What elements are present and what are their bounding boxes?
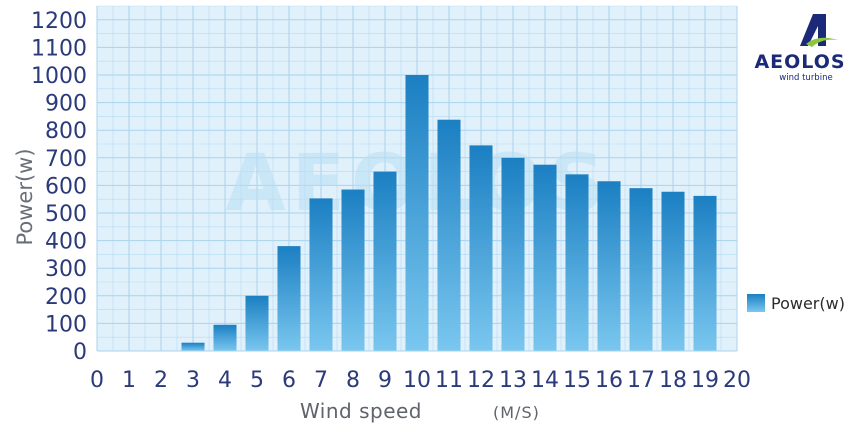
- x-tick-label: 20: [723, 368, 751, 393]
- bar-4: [213, 324, 237, 351]
- bar-19: [693, 195, 717, 351]
- bar-12: [469, 145, 493, 351]
- x-tick-labels: 0 1 2 3 4 5 6 7 8 9 10 11 12 13 14 15 16 17 18 19 20: [90, 368, 751, 393]
- bars: [181, 75, 717, 351]
- y-tick-label: 200: [45, 285, 87, 310]
- aeolos-logo-icon: [800, 14, 838, 47]
- y-tick-label: 1100: [31, 36, 87, 61]
- x-tick-label: 5: [250, 368, 264, 393]
- brand-tagline: wind turbine: [779, 73, 832, 83]
- bar-7: [309, 198, 333, 351]
- x-axis-unit: (M/S): [493, 403, 540, 422]
- bar-6: [277, 246, 301, 351]
- x-tick-label: 15: [563, 368, 591, 393]
- x-tick-label: 8: [346, 368, 360, 393]
- y-tick-label: 500: [45, 202, 87, 227]
- bar-13: [501, 157, 525, 351]
- x-tick-label: 1: [122, 368, 136, 393]
- bar-11: [437, 119, 461, 351]
- x-tick-label: 0: [90, 368, 104, 393]
- x-tick-label: 12: [467, 368, 495, 393]
- bar-18: [661, 191, 685, 351]
- y-tick-label: 0: [73, 340, 87, 365]
- x-tick-label: 18: [659, 368, 687, 393]
- bar-8: [341, 189, 365, 351]
- legend-label: Power(w): [771, 294, 845, 313]
- x-tick-label: 6: [282, 368, 296, 393]
- bar-9: [373, 171, 397, 351]
- y-tick-label: 700: [45, 147, 87, 172]
- y-tick-label: 400: [45, 230, 87, 255]
- x-tick-label: 3: [186, 368, 200, 393]
- x-tick-label: 10: [403, 368, 431, 393]
- y-tick-label: 900: [45, 92, 87, 117]
- y-tick-label: 1200: [31, 9, 87, 34]
- x-tick-label: 2: [154, 368, 168, 393]
- y-tick-label: 1000: [31, 64, 87, 89]
- x-tick-label: 19: [691, 368, 719, 393]
- x-tick-label: 13: [499, 368, 527, 393]
- x-tick-label: 16: [595, 368, 623, 393]
- x-tick-label: 9: [378, 368, 392, 393]
- bar-10: [405, 75, 429, 351]
- x-tick-label: 7: [314, 368, 328, 393]
- x-axis-label: Wind speed: [300, 399, 422, 423]
- legend-swatch: [747, 294, 765, 312]
- bar-5: [245, 295, 269, 351]
- bar-16: [597, 181, 621, 351]
- y-axis-label: Power(w): [13, 148, 37, 245]
- legend: Power(w): [747, 294, 845, 313]
- brand-name: AEOLOS: [754, 51, 845, 73]
- bar-15: [565, 174, 589, 351]
- x-tick-label: 4: [218, 368, 232, 393]
- y-tick-label: 300: [45, 257, 87, 282]
- aeolos-logo: AEOLOS wind turbine: [754, 14, 845, 83]
- bar-14: [533, 164, 557, 351]
- y-tick-label: 100: [45, 312, 87, 337]
- x-tick-label: 17: [627, 368, 655, 393]
- x-tick-label: 11: [435, 368, 463, 393]
- bar-17: [629, 188, 653, 351]
- bar-3: [181, 342, 205, 351]
- x-tick-label: 14: [531, 368, 559, 393]
- y-tick-label: 800: [45, 119, 87, 144]
- y-tick-label: 600: [45, 174, 87, 199]
